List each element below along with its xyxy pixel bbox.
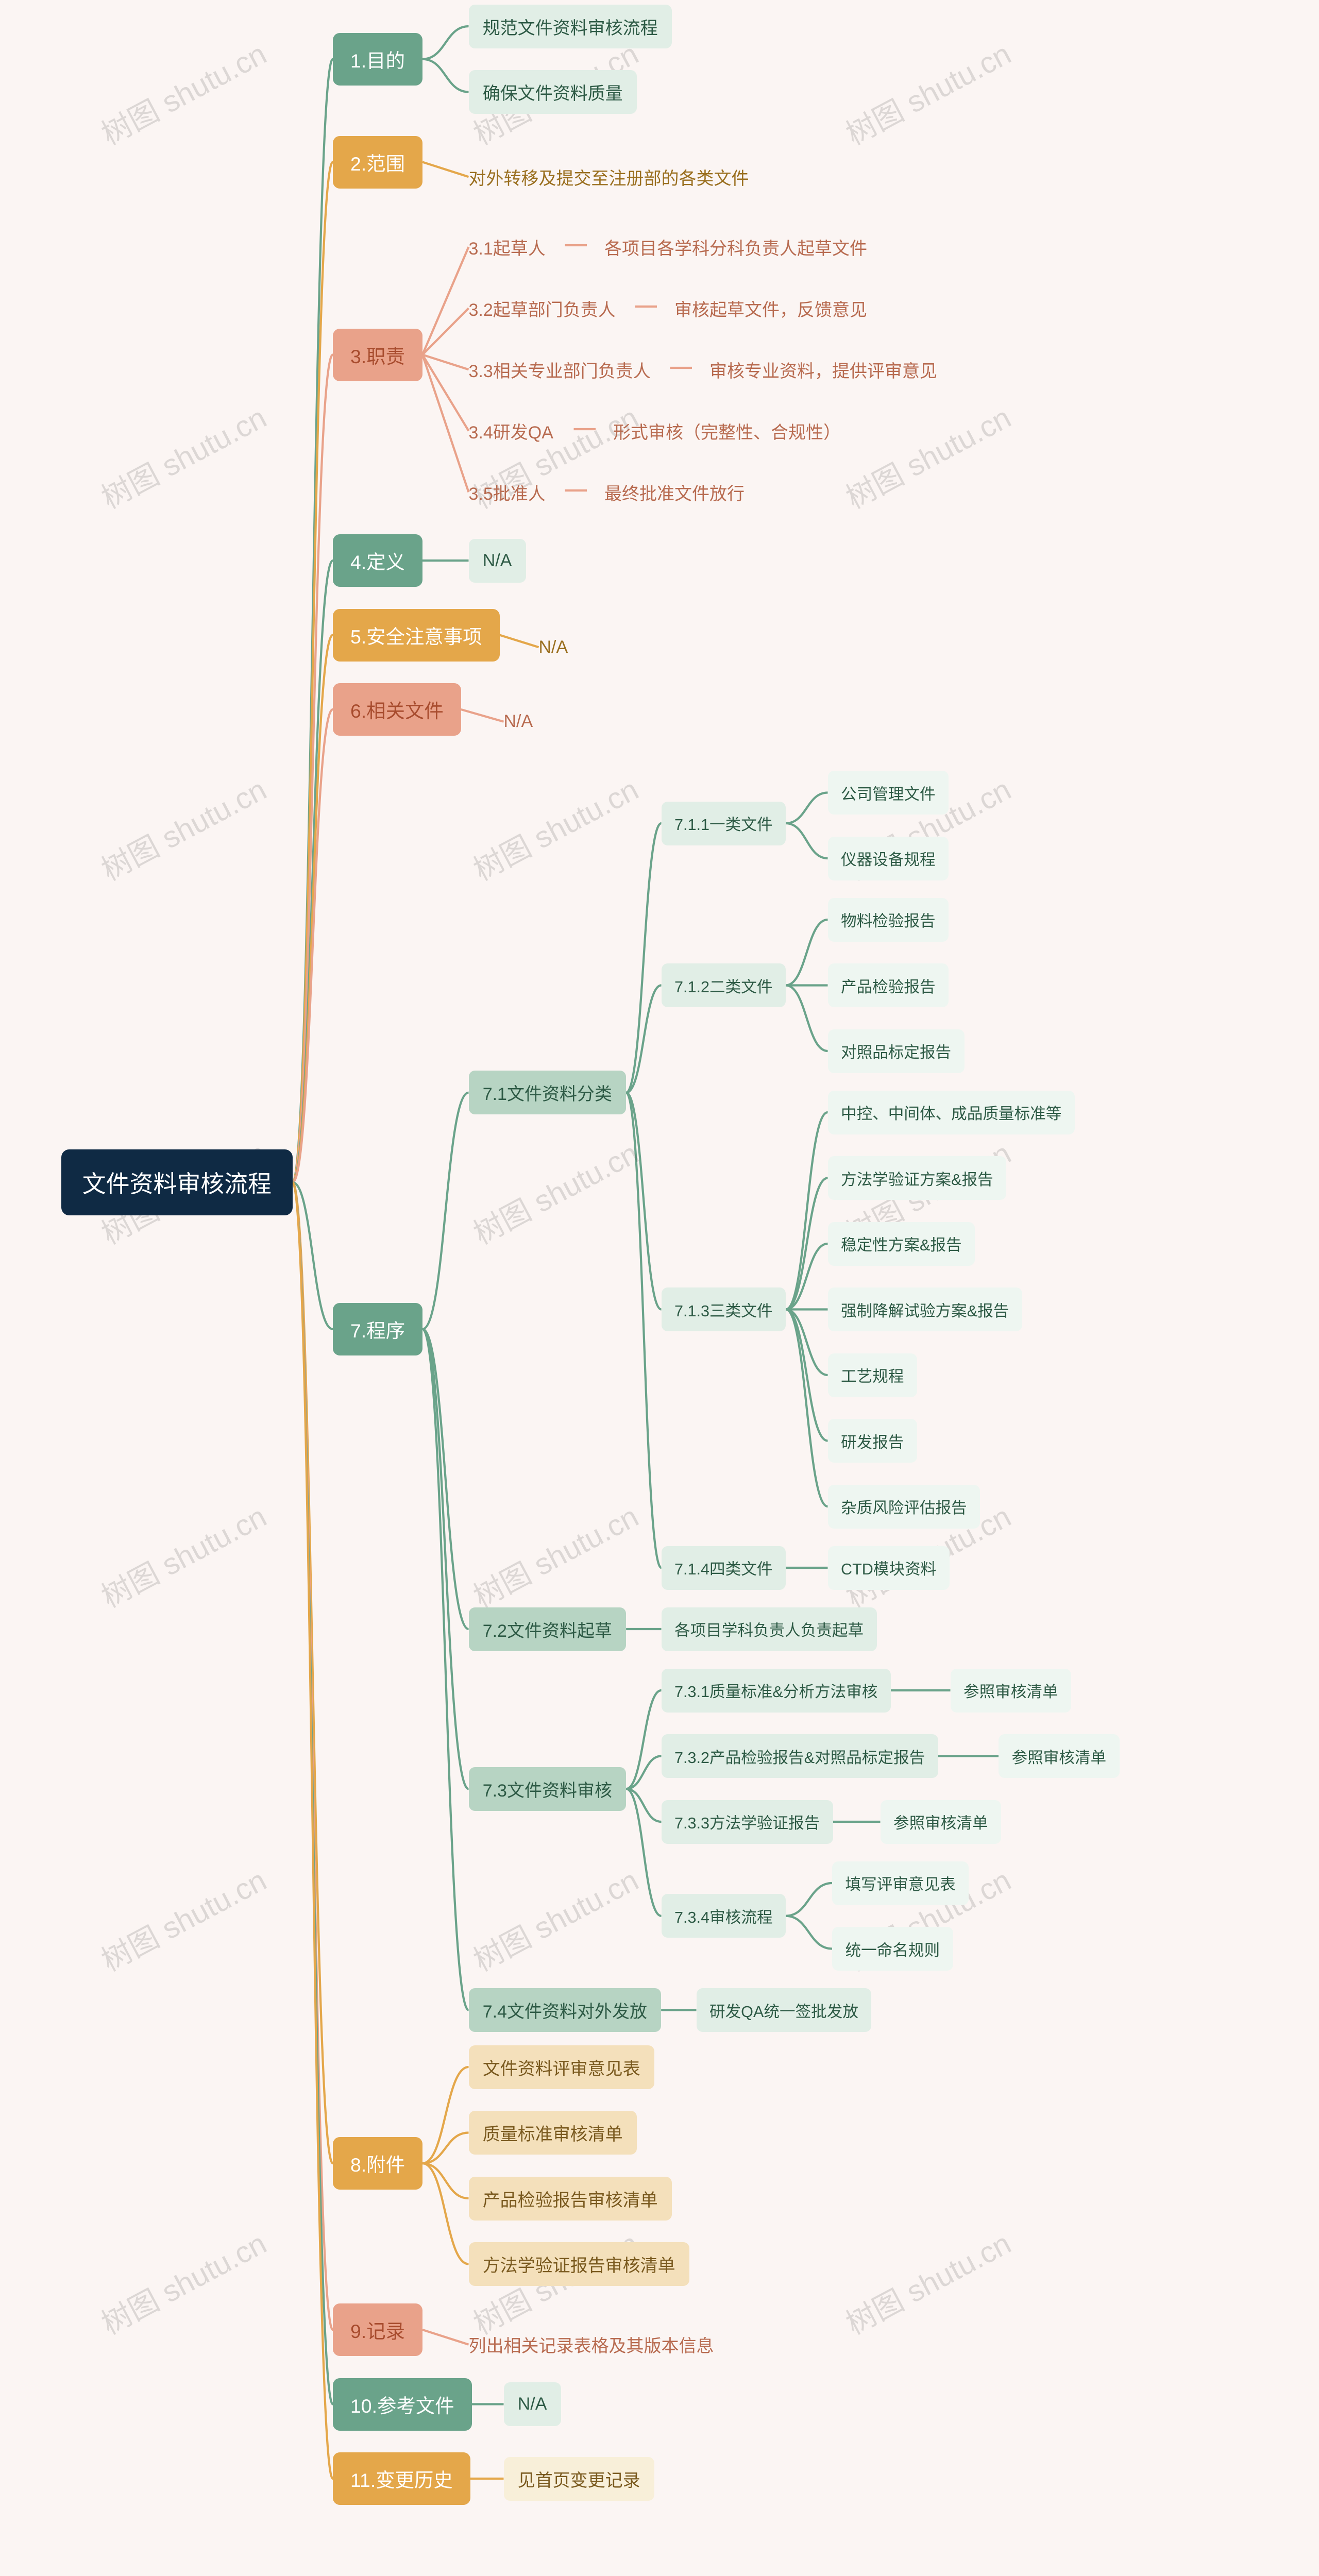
watermark-text: 树图 shutu.cn: [465, 1856, 645, 1979]
watermark-text: 树图 shutu.cn: [92, 2219, 273, 2343]
text-leaf: N/A: [504, 711, 533, 732]
node-lvl4: 工艺规程: [828, 1353, 917, 1397]
node-lvl4: 填写评审意见表: [832, 1861, 969, 1905]
node-lvl3: 规范文件资料审核流程: [469, 5, 672, 48]
node-lvl3: 质量标准审核清单: [469, 2111, 637, 2155]
branch-node: 1.目的: [333, 33, 422, 86]
node-lvl4: 7.3.3方法学验证报告: [662, 1800, 833, 1844]
watermark-text: 树图 shutu.cn: [837, 394, 1017, 517]
branch-node: 6.相关文件: [333, 683, 461, 736]
node-lvl4: 参照审核清单: [999, 1734, 1120, 1778]
node-lvl4: 7.3.4审核流程: [662, 1894, 786, 1938]
node-lvl3: 确保文件资料质量: [469, 70, 637, 114]
node-lvl4: 产品检验报告: [828, 963, 949, 1007]
text-leaf: 3.2起草部门负责人: [469, 296, 616, 321]
text-leaf: 各项目各学科分科负责人起草文件: [604, 234, 867, 260]
branch-node: 4.定义: [333, 534, 422, 587]
node-lvl4: 7.1.1一类文件: [662, 802, 786, 845]
node-lvl3: 7.1文件资料分类: [469, 1071, 627, 1114]
node-lvl4: CTD模块资料: [828, 1546, 950, 1590]
text-leaf: 形式审核（完整性、合规性）: [613, 418, 841, 444]
watermark-text: 树图 shutu.cn: [92, 766, 273, 889]
node-lvl3: 见首页变更记录: [504, 2457, 654, 2501]
node-lvl4: 杂质风险评估报告: [828, 1485, 980, 1529]
text-leaf: 3.5批准人: [469, 480, 546, 505]
node-lvl3: 7.4文件资料对外发放: [469, 1988, 662, 2032]
node-lvl4: 研发QA统一签批发放: [697, 1988, 872, 2032]
node-lvl4: 7.1.2二类文件: [662, 963, 786, 1007]
node-lvl3: N/A: [504, 2382, 561, 2426]
watermark-text: 树图 shutu.cn: [465, 766, 645, 889]
node-lvl4: 公司管理文件: [828, 771, 949, 815]
text-leaf: 审核专业资料，提供评审意见: [709, 357, 937, 382]
text-leaf: 列出相关记录表格及其版本信息: [469, 2332, 714, 2357]
node-lvl4: 对照品标定报告: [828, 1029, 965, 1073]
branch-node: 5.安全注意事项: [333, 609, 500, 662]
branch-node: 2.范围: [333, 136, 422, 189]
node-lvl4: 强制降解试验方案&报告: [828, 1287, 1022, 1331]
node-lvl4: 7.1.4四类文件: [662, 1546, 786, 1590]
text-leaf: 3.1起草人: [469, 234, 546, 260]
watermark-text: 树图 shutu.cn: [837, 2219, 1017, 2343]
text-leaf: 审核起草文件，反馈意见: [674, 296, 867, 321]
node-lvl4: 参照审核清单: [881, 1800, 1002, 1844]
node-lvl3: 7.3文件资料审核: [469, 1767, 627, 1811]
branch-node: 7.程序: [333, 1303, 422, 1355]
node-lvl3: N/A: [469, 539, 526, 583]
branch-node: 9.记录: [333, 2303, 422, 2356]
node-lvl4: 物料检验报告: [828, 898, 949, 942]
root-node: 文件资料审核流程: [61, 1149, 293, 1215]
node-lvl3: 产品检验报告审核清单: [469, 2177, 672, 2221]
node-lvl3: 方法学验证报告审核清单: [469, 2242, 689, 2286]
watermark-text: 树图 shutu.cn: [465, 1493, 645, 1616]
branch-node: 3.职责: [333, 329, 422, 381]
watermark-text: 树图 shutu.cn: [92, 394, 273, 517]
text-leaf: 最终批准文件放行: [604, 480, 745, 505]
node-lvl4: 中控、中间体、成品质量标准等: [828, 1091, 1075, 1134]
node-lvl4: 稳定性方案&报告: [828, 1222, 975, 1266]
text-leaf: N/A: [539, 637, 568, 657]
watermark-text: 树图 shutu.cn: [92, 1856, 273, 1979]
node-lvl3: 7.2文件资料起草: [469, 1607, 627, 1651]
branch-node: 11.变更历史: [333, 2452, 470, 2505]
watermark-text: 树图 shutu.cn: [837, 30, 1017, 153]
node-lvl4: 7.3.2产品检验报告&对照品标定报告: [662, 1734, 938, 1778]
text-leaf: 3.3相关专业部门负责人: [469, 357, 651, 382]
text-leaf: 对外转移及提交至注册部的各类文件: [469, 164, 749, 190]
node-lvl4: 各项目学科负责人负责起草: [662, 1607, 877, 1651]
watermark-text: 树图 shutu.cn: [92, 30, 273, 153]
node-lvl4: 统一命名规则: [832, 1927, 953, 1971]
node-lvl4: 仪器设备规程: [828, 837, 949, 880]
node-lvl4: 7.1.3三类文件: [662, 1287, 786, 1331]
node-lvl4: 参照审核清单: [951, 1669, 1072, 1713]
branch-node: 10.参考文件: [333, 2378, 472, 2431]
text-leaf: 3.4研发QA: [469, 418, 553, 444]
node-lvl4: 7.3.1质量标准&分析方法审核: [662, 1669, 891, 1713]
watermark-text: 树图 shutu.cn: [92, 1493, 273, 1616]
branch-node: 8.附件: [333, 2137, 422, 2190]
node-lvl4: 方法学验证方案&报告: [828, 1156, 1007, 1200]
node-lvl4: 研发报告: [828, 1419, 917, 1463]
watermark-text: 树图 shutu.cn: [465, 1129, 645, 1252]
node-lvl3: 文件资料评审意见表: [469, 2045, 654, 2089]
